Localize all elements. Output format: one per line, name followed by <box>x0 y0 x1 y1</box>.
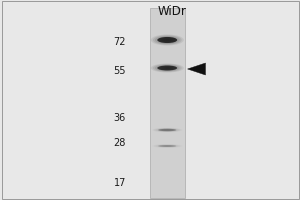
Ellipse shape <box>163 67 171 69</box>
Text: WiDr: WiDr <box>158 5 187 18</box>
Ellipse shape <box>157 37 177 43</box>
Ellipse shape <box>165 39 169 41</box>
Ellipse shape <box>162 145 173 147</box>
Ellipse shape <box>155 65 180 71</box>
Ellipse shape <box>157 37 178 43</box>
Ellipse shape <box>158 129 176 131</box>
Ellipse shape <box>153 64 182 72</box>
Ellipse shape <box>161 38 173 42</box>
Ellipse shape <box>157 65 178 71</box>
Ellipse shape <box>153 35 182 45</box>
Ellipse shape <box>154 128 180 132</box>
Ellipse shape <box>163 39 171 41</box>
Text: 55: 55 <box>113 66 126 76</box>
Ellipse shape <box>157 66 177 70</box>
Text: 72: 72 <box>113 37 126 47</box>
Ellipse shape <box>155 36 180 44</box>
Polygon shape <box>188 63 206 75</box>
Text: 28: 28 <box>114 138 126 148</box>
Ellipse shape <box>160 145 175 147</box>
Ellipse shape <box>161 66 173 70</box>
Ellipse shape <box>159 37 175 43</box>
Ellipse shape <box>158 129 177 131</box>
Ellipse shape <box>151 34 184 46</box>
Ellipse shape <box>158 145 177 147</box>
Ellipse shape <box>152 128 182 132</box>
Ellipse shape <box>158 145 176 147</box>
Ellipse shape <box>162 129 173 131</box>
Ellipse shape <box>156 145 178 147</box>
Bar <box>150 8 184 198</box>
Ellipse shape <box>160 129 175 131</box>
Ellipse shape <box>156 128 178 132</box>
Ellipse shape <box>164 129 171 131</box>
Text: 36: 36 <box>114 113 126 123</box>
Text: 17: 17 <box>114 178 126 188</box>
Ellipse shape <box>159 66 175 70</box>
Ellipse shape <box>151 64 184 72</box>
Ellipse shape <box>165 67 169 69</box>
